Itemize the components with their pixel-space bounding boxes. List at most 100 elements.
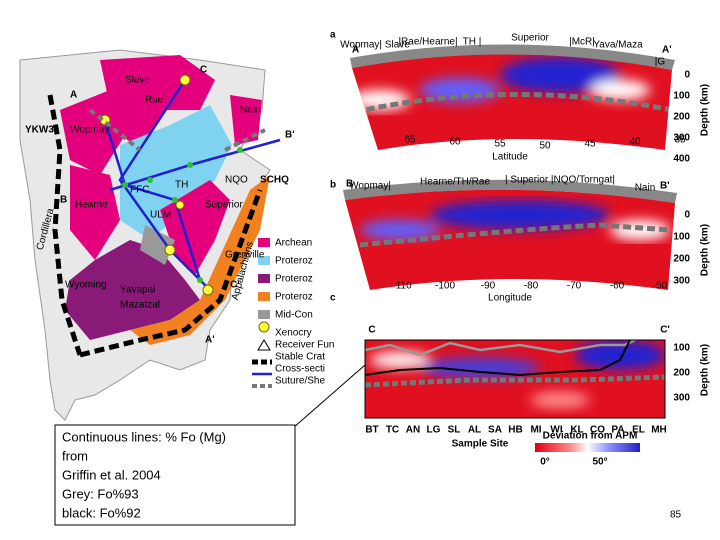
legend-label: Proteroz	[275, 292, 313, 303]
region-label: Superior	[511, 33, 549, 44]
depth-tick-label: 0	[684, 210, 690, 221]
map-label: Rae	[145, 95, 164, 106]
legend-label: Suture/She	[275, 376, 325, 387]
map-label: Nain	[240, 105, 261, 116]
depth-tick-label: 200	[673, 112, 690, 123]
note-line: Grey: Fo%93	[62, 486, 139, 501]
site-label: TC	[386, 425, 399, 436]
panel-letter: b	[330, 180, 336, 191]
legend-label: Mid-Con	[275, 310, 313, 321]
depth-tick-label: 300	[673, 133, 690, 144]
label: 50°	[592, 457, 607, 468]
site-label: MH	[651, 425, 667, 436]
site-label: SL	[448, 425, 461, 436]
legend-label: Xenocry	[275, 328, 312, 339]
label: B	[346, 179, 353, 190]
map	[19, 49, 281, 421]
map-label: TH	[175, 180, 188, 191]
label: Sample Site	[452, 439, 509, 450]
map-label: Yavapai	[120, 285, 155, 296]
panel-letter: c	[330, 293, 336, 304]
map-label: Wyoming	[65, 280, 107, 291]
label: Latitude	[492, 152, 528, 163]
x-tick-label: -110	[392, 281, 412, 292]
label: Depth (km)	[700, 224, 711, 276]
site-label: WI	[550, 425, 562, 436]
depth-tick-label: 200	[673, 254, 690, 265]
label: A	[352, 45, 359, 56]
panel-a	[350, 44, 675, 150]
region-label: Hearne/TH/Rae	[420, 177, 490, 188]
depth-tick-label: 300	[673, 393, 690, 404]
panel-b	[343, 179, 677, 290]
site-label: AL	[468, 425, 481, 436]
depth-tick-label: 200	[673, 368, 690, 379]
x-tick-label: -70	[567, 281, 582, 292]
map-label: A'	[205, 335, 215, 346]
depth-tick-label: 100	[673, 91, 690, 102]
x-tick-label: 45	[584, 139, 596, 150]
depth-tick-label: 400	[673, 154, 690, 165]
site-label: AN	[406, 425, 420, 436]
legend-label: Archean	[275, 238, 312, 249]
region-label: Wopmay|	[349, 181, 391, 192]
site-label: CO	[590, 425, 605, 436]
label: B'	[660, 181, 670, 192]
x-tick-label: -50	[653, 281, 668, 292]
site-label: PA	[611, 425, 624, 436]
site-label: LG	[427, 425, 441, 436]
map-label: B	[60, 195, 67, 206]
map-label: Mazatzal	[120, 300, 160, 311]
x-tick-label: 40	[629, 137, 641, 148]
x-tick-label: -60	[610, 281, 625, 292]
label: Depth (km)	[700, 84, 711, 136]
legend-label: Cross-secti	[275, 364, 325, 375]
pointer	[284, 364, 366, 436]
map-label: Wopmay	[70, 125, 109, 136]
map-label: FFC	[130, 185, 149, 196]
map-label: C'	[230, 280, 240, 291]
x-tick-label: 55	[494, 139, 506, 150]
region-label: Yava/Maza	[593, 40, 643, 51]
map-label: Hearne	[75, 200, 108, 211]
map-label: SCHQ	[260, 175, 289, 186]
depth-tick-label: 300	[673, 276, 690, 287]
map-label: A	[70, 90, 77, 101]
label: A'	[662, 45, 672, 56]
note-line: black: Fo%92	[62, 505, 141, 520]
x-tick-label: -90	[481, 281, 496, 292]
panel-c	[364, 339, 666, 452]
site-label: MI	[530, 425, 541, 436]
site-label: SA	[488, 425, 502, 436]
legend-label: Stable Crat	[275, 352, 325, 363]
site-label: BT	[365, 425, 378, 436]
map-label: Superior	[205, 200, 243, 211]
legend-label: Proteroz	[275, 274, 313, 285]
label: C	[368, 325, 375, 336]
map-label: Slave	[125, 75, 150, 86]
legend-label: Receiver Fun	[275, 340, 334, 351]
site-label: HB	[508, 425, 522, 436]
note-line: from	[62, 448, 88, 463]
label: Deviation from APM	[543, 431, 638, 442]
note-line: Continuous lines: % Fo (Mg)	[62, 429, 226, 444]
x-tick-label: 35	[674, 135, 686, 146]
x-tick-label: -100	[435, 281, 455, 292]
label: Depth (km)	[700, 344, 711, 396]
region-label: TH |	[463, 37, 482, 48]
label: C'	[660, 325, 670, 336]
label: 0°	[540, 457, 550, 468]
x-tick-label: 65	[404, 135, 416, 146]
note-line: Griffin et al. 2004	[62, 467, 161, 482]
region-label: |G	[655, 57, 666, 68]
depth-tick-label: 100	[673, 343, 690, 354]
label: Longitude	[488, 293, 532, 304]
page-number: 85	[670, 510, 682, 521]
depth-tick-label: 0	[684, 70, 690, 81]
region-label: | Superior |NQO/Torngat|	[505, 175, 615, 186]
map-label: ULM	[150, 210, 171, 221]
x-tick-label: 60	[449, 137, 461, 148]
site-label: EL	[632, 425, 645, 436]
x-tick-label: 50	[539, 141, 551, 152]
